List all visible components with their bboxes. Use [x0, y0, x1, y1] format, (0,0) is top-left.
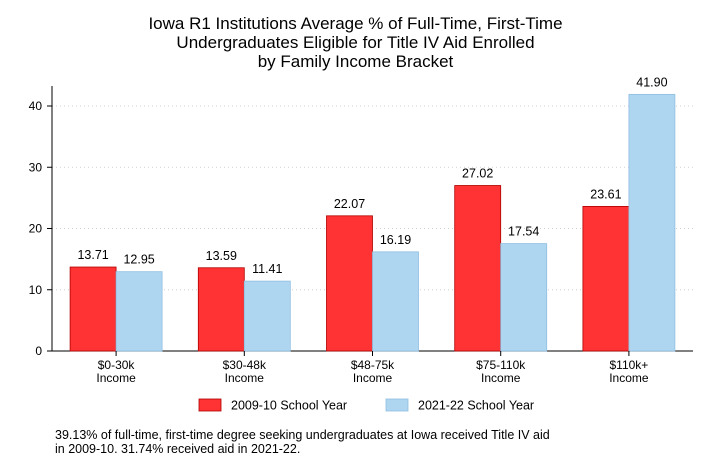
x-tick-label: Income: [609, 371, 649, 385]
bar: [628, 93, 676, 352]
bar: [372, 251, 419, 352]
data-label: 16.19: [380, 233, 411, 247]
bar: [326, 215, 373, 352]
data-label: 11.41: [252, 262, 282, 276]
data-label: 23.61: [590, 187, 621, 201]
bar: [500, 243, 548, 352]
data-label: 13.59: [206, 249, 237, 263]
data-label: 13.71: [77, 248, 108, 262]
bar: [69, 266, 117, 352]
x-tick-label: $30-48k: [223, 358, 267, 372]
data-label: 27.02: [462, 167, 493, 181]
x-tick-label: $48-75k: [351, 358, 395, 372]
bar: [454, 185, 502, 352]
y-tick-label: 10: [29, 283, 43, 297]
x-tick-label: $110k+: [609, 358, 648, 372]
footnote: 39.13% of full-time, first-time degree s…: [55, 428, 695, 456]
chart-title-line: Iowa R1 Institutions Average % of Full-T…: [148, 14, 563, 33]
x-tick-label: $75-110k: [476, 358, 526, 372]
bar: [115, 271, 163, 352]
legend-swatch: [198, 398, 222, 412]
y-tick-label: 0: [35, 344, 42, 358]
data-label: 41.90: [636, 75, 667, 89]
legend-label: 2021-22 School Year: [418, 399, 534, 413]
data-label: 17.54: [508, 225, 539, 239]
legend-label: 2009-10 School Year: [231, 399, 347, 413]
y-tick-label: 20: [29, 222, 43, 236]
bar: [582, 205, 630, 352]
x-tick-label: Income: [353, 371, 393, 385]
footnote-line: in 2009-10. 31.74% received aid in 2021-…: [55, 442, 301, 456]
x-tick-label: Income: [96, 371, 136, 385]
x-tick-label: Income: [225, 371, 265, 385]
data-label: 12.95: [123, 253, 154, 267]
chart-title-line: by Family Income Bracket: [257, 52, 454, 71]
bar: [243, 280, 291, 352]
chart-title: Iowa R1 Institutions Average % of Full-T…: [0, 14, 711, 71]
legend-swatch: [385, 398, 409, 412]
bar: [197, 267, 245, 352]
x-tick-label: $0-30k: [98, 358, 136, 372]
y-tick-label: 40: [29, 99, 43, 113]
y-tick-label: 30: [29, 160, 43, 174]
chart-title-line: Undergraduates Eligible for Title IV Aid…: [176, 33, 535, 52]
footnote-line: 39.13% of full-time, first-time degree s…: [55, 428, 550, 442]
x-tick-label: Income: [481, 371, 521, 385]
data-label: 22.07: [334, 197, 365, 211]
